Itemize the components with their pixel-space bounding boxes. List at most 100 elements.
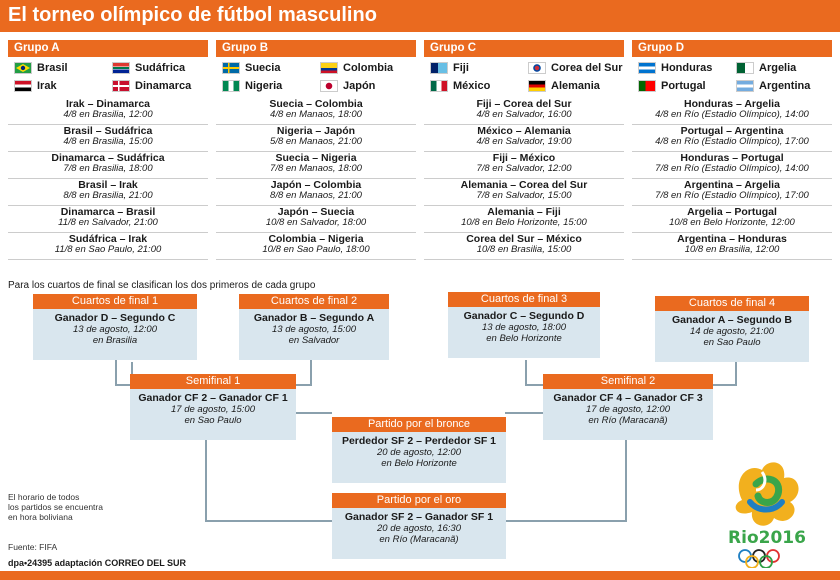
box-venue: en Río (Maracanã) (379, 534, 459, 545)
group-teams: Fiji Corea del Sur México Alemania (424, 57, 624, 97)
team-name: Nigeria (245, 80, 283, 92)
match-teams: Dinamarca – Sudáfrica (51, 152, 165, 164)
match-teams: Argelia – Portugal (687, 206, 777, 218)
team-entry: Argentina (736, 78, 810, 94)
box-teams: Ganador CF 2 – Ganador CF 1 (138, 392, 288, 404)
match-details: 10/8 en Salvador, 18:00 (265, 217, 367, 228)
box-title: Semifinal 2 (543, 374, 713, 389)
quarterfinal-1-box: Cuartos de final 1 Ganador D – Segundo C… (33, 294, 197, 360)
source-text: Fuente: FIFA (8, 542, 58, 552)
match-details: 4/8 en Salvador, 16:00 (476, 109, 572, 120)
mexico-flag-icon (430, 80, 448, 92)
timezone-note-line: los partidos se encuentra (8, 502, 103, 512)
match-teams: Alemania – Corea del Sur (460, 179, 588, 191)
team-entry: Dinamarca (112, 78, 191, 94)
quarterfinal-4-box: Cuartos de final 4 Ganador A – Segundo B… (655, 296, 809, 362)
team-name: Suecia (245, 62, 281, 74)
box-date: 13 de agosto, 12:00 (73, 324, 157, 335)
match-teams: Colombia – Nigeria (268, 233, 364, 245)
group-teams: Brasil Sudáfrica Irak Dinamarca (8, 57, 208, 97)
group-header: Grupo D (632, 40, 832, 57)
match-row: Alemania – Corea del Sur 7/8 en Salvador,… (424, 179, 624, 206)
group-2-panel: Grupo B Suecia Colombia Nigeria Japón Suecia … (216, 40, 416, 260)
group-3-panel: Grupo C Fiji Corea del Sur México Alemania Fi… (424, 40, 624, 260)
box-title: Semifinal 1 (130, 374, 296, 389)
box-teams: Ganador SF 2 – Ganador SF 1 (344, 511, 494, 523)
match-teams: Corea del Sur – México (466, 233, 582, 245)
nigeria-flag-icon (222, 80, 240, 92)
match-teams: Suecia – Nigeria (275, 152, 357, 164)
box-title: Partido por el oro (332, 493, 506, 508)
group-1-panel: Grupo A Brasil Sudáfrica Irak Dinamarca Irak … (8, 40, 208, 260)
match-details: 4/8 en Salvador, 19:00 (476, 136, 572, 147)
rio2016-logo-icon: Rio2016 (728, 462, 806, 568)
algeria-flag-icon (736, 62, 754, 74)
box-teams: Ganador A – Segundo B (672, 314, 792, 326)
match-row: Brasil – Sudáfrica 4/8 en Brasilia, 15:00 (8, 125, 208, 152)
match-teams: Sudáfrica – Irak (68, 233, 148, 245)
timezone-note: El horario de todos los partidos se encu… (8, 492, 103, 522)
match-details: 10/8 en Belo Horizonte, 15:00 (461, 217, 587, 228)
match-details: 4/8 en Brasilia, 12:00 (63, 109, 153, 120)
team-entry: Brasil (14, 60, 68, 76)
box-title: Cuartos de final 3 (448, 292, 600, 307)
match-row: Suecia – Colombia 4/8 en Manaos, 18:00 (216, 98, 416, 125)
colombia-flag-icon (320, 62, 338, 74)
team-entry: México (430, 78, 490, 94)
box-date: 20 de agosto, 16:30 (377, 523, 461, 534)
box-venue: en Sao Paulo (703, 337, 761, 348)
team-entry: Corea del Sur (528, 60, 623, 76)
group-4-panel: Grupo D Honduras Argelia Portugal Argentina H… (632, 40, 832, 260)
south-africa-flag-icon (112, 62, 130, 74)
match-teams: Fiji – México (492, 152, 556, 164)
match-details: 10/8 en Sao Paulo, 18:00 (262, 244, 370, 255)
match-row: Honduras – Portugal 7/8 en Río (Estadio O… (632, 152, 832, 179)
logo-text: Rio2016 (728, 528, 806, 548)
japan-flag-icon (320, 80, 338, 92)
team-name: Japón (343, 80, 376, 92)
timezone-note-line: El horario de todos (8, 492, 80, 502)
team-name: Argelia (759, 62, 797, 74)
match-details: 5/8 en Manaos, 21:00 (270, 136, 362, 147)
match-row: Fiji – México 7/8 en Salvador, 12:00 (424, 152, 624, 179)
match-teams: Suecia – Colombia (269, 98, 363, 110)
match-row: Japón – Suecia 10/8 en Salvador, 18:00 (216, 206, 416, 233)
box-date: 14 de agosto, 21:00 (690, 326, 774, 337)
team-entry: Sudáfrica (112, 60, 185, 76)
match-row: Nigeria – Japón 5/8 en Manaos, 21:00 (216, 125, 416, 152)
box-teams: Perdedor SF 2 – Perdedor SF 1 (341, 435, 497, 447)
match-teams: Portugal – Argentina (680, 125, 784, 137)
match-details: 11/8 en Sao Paulo, 21:00 (54, 244, 162, 255)
brazil-flag-icon (14, 62, 32, 74)
match-details: 10/8 en Belo Horizonte, 12:00 (669, 217, 795, 228)
group-teams: Suecia Colombia Nigeria Japón (216, 57, 416, 97)
match-details: 7/8 en Río (Estadio Olímpico), 17:00 (655, 190, 809, 201)
match-details: 10/8 en Brasilia, 15:00 (476, 244, 572, 255)
box-title: Cuartos de final 4 (655, 296, 809, 311)
match-teams: Honduras – Portugal (680, 152, 784, 164)
header-bar: El torneo olímpico de fútbol masculino (0, 0, 840, 32)
match-row: Dinamarca – Sudáfrica 7/8 en Brasilia, 18… (8, 152, 208, 179)
match-row: Irak – Dinamarca 4/8 en Brasilia, 12:00 (8, 98, 208, 125)
south-korea-flag-icon (528, 62, 546, 74)
team-name: Alemania (551, 80, 600, 92)
quarterfinal-2-box: Cuartos de final 2 Ganador B – Segundo A… (239, 294, 389, 360)
fiji-flag-icon (430, 62, 448, 74)
team-name: Brasil (37, 62, 68, 74)
box-teams: Ganador D – Segundo C (54, 312, 176, 324)
box-title: Cuartos de final 2 (239, 294, 389, 309)
team-entry: Suecia (222, 60, 280, 76)
box-venue: en Belo Horizonte (381, 458, 457, 469)
match-teams: Argentina – Honduras (677, 233, 787, 245)
match-details: 7/8 en Salvador, 12:00 (476, 163, 572, 174)
team-entry: Irak (14, 78, 57, 94)
team-name: Honduras (661, 62, 713, 74)
match-details: 4/8 en Manaos, 18:00 (270, 109, 362, 120)
portugal-flag-icon (638, 80, 656, 92)
match-details: 7/8 en Manaos, 18:00 (270, 163, 362, 174)
group-teams: Honduras Argelia Portugal Argentina (632, 57, 832, 97)
match-row: México – Alemania 4/8 en Salvador, 19:00 (424, 125, 624, 152)
team-entry: Colombia (320, 60, 393, 76)
match-row: Brasil – Irak 8/8 en Brasilia, 21:00 (8, 179, 208, 206)
match-details: 4/8 en Brasilia, 15:00 (63, 136, 153, 147)
